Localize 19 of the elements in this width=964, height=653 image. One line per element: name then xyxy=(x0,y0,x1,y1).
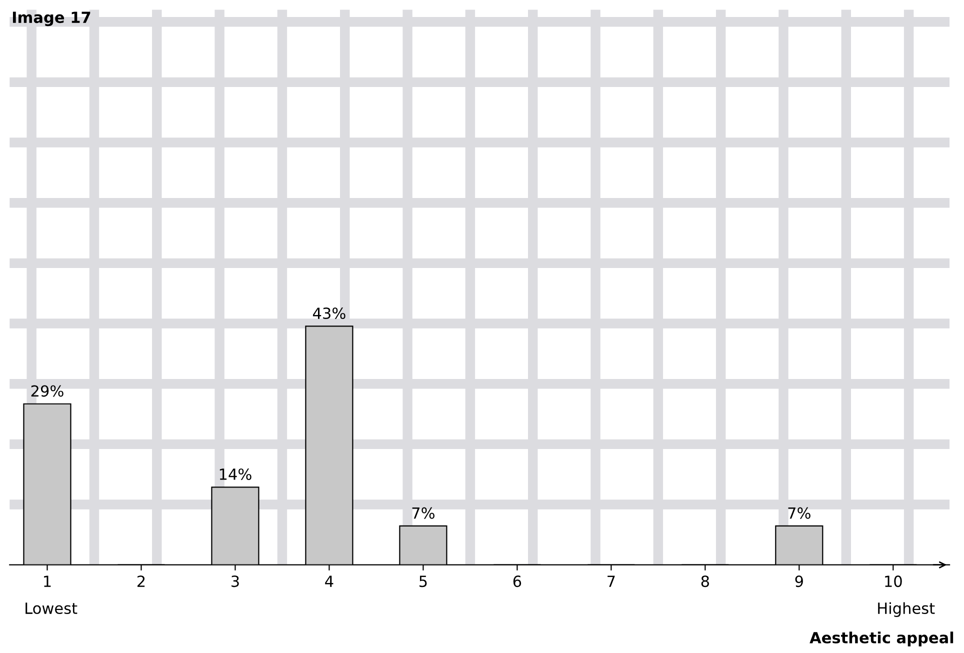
x-tick-label: 8 xyxy=(701,576,709,588)
x-axis-title: Aesthetic appeal xyxy=(810,632,954,646)
data-label: 43% xyxy=(312,307,346,320)
x-tick-label: 4 xyxy=(325,576,334,587)
x-tick-label: 5 xyxy=(420,576,427,588)
x-tick-label: 9 xyxy=(795,576,803,588)
chart-title: Image 17 xyxy=(12,12,90,26)
data-label: 7% xyxy=(412,507,434,519)
x-tick-label: 3 xyxy=(232,576,239,588)
x-tick-label: 2 xyxy=(137,576,145,587)
data-label: 29% xyxy=(31,385,64,397)
data-label: 14% xyxy=(220,468,252,480)
x-tick-label: 10 xyxy=(885,576,902,588)
data-label: 7% xyxy=(788,507,810,519)
x-tick-label: 6 xyxy=(513,576,522,588)
text: Lowest xyxy=(26,602,78,614)
x-tick-label: 1 xyxy=(44,576,51,587)
text: Highest xyxy=(878,602,935,617)
x-tick-label: 7 xyxy=(608,576,615,587)
